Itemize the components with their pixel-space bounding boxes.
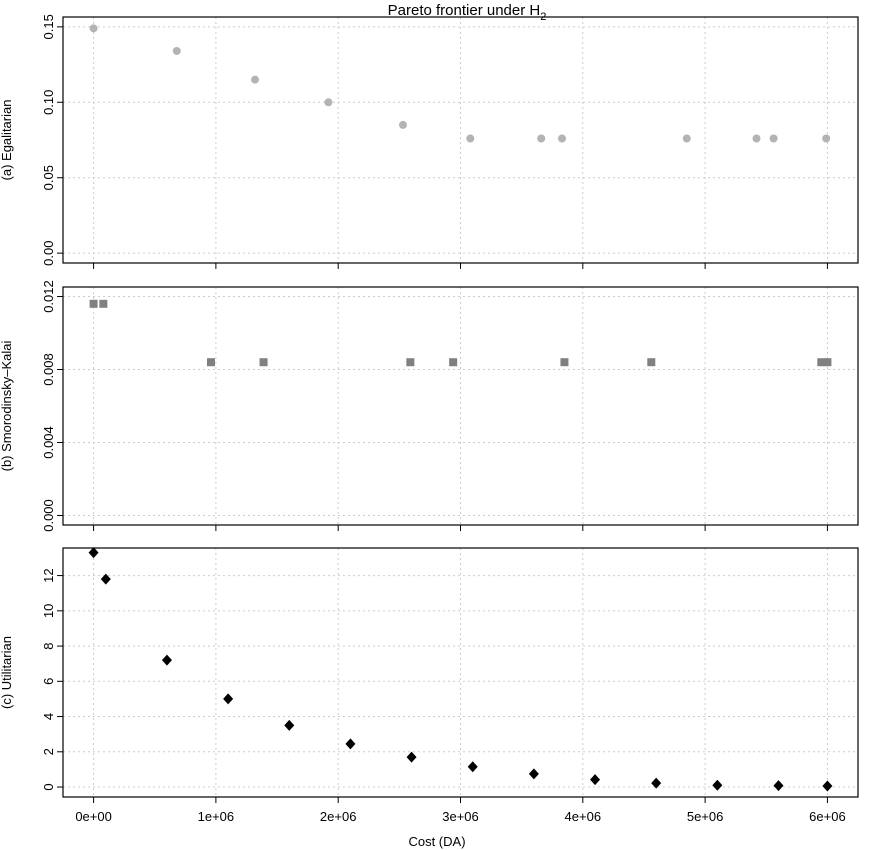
y-tick-label: 0 <box>41 783 56 790</box>
data-point <box>100 573 111 585</box>
data-point <box>259 358 268 367</box>
data-point <box>817 358 826 367</box>
y-tick-label: 0.004 <box>41 426 56 459</box>
data-point <box>324 98 333 107</box>
data-point <box>449 358 458 367</box>
panel-utilitarian: 0 2 4 6 8 10 12 (c) Utilitarian 0e+00 1e+06 2e+06 3… <box>0 547 859 824</box>
data-point <box>406 751 417 763</box>
data-point <box>206 358 215 367</box>
data-point <box>823 358 832 367</box>
data-point <box>251 75 260 84</box>
y-tick-label: 8 <box>41 642 56 649</box>
y-tick-label: 6 <box>41 678 56 685</box>
y-tick-label: 0.05 <box>41 165 56 190</box>
y-axis-label: (b) Smorodinsky–Kalai <box>0 341 14 472</box>
data-point <box>647 358 656 367</box>
data-point <box>466 134 475 143</box>
data-point <box>172 46 181 55</box>
x-tick-label: 4e+06 <box>565 809 602 824</box>
data-point <box>528 768 539 780</box>
x-tick-label: 5e+06 <box>687 809 724 824</box>
data-point <box>590 774 601 786</box>
data-point <box>537 134 546 143</box>
data-point <box>822 780 833 792</box>
data-point <box>89 24 98 33</box>
panel-smorodinsky: 0.000 0.004 0.008 0.012 (b) Smorodinsky–Kala… <box>0 280 859 532</box>
data-point <box>560 358 569 367</box>
data-point <box>822 134 831 143</box>
y-tick-label: 2 <box>41 748 56 755</box>
x-tick-label: 6e+06 <box>809 809 846 824</box>
data-point <box>467 761 478 773</box>
data-point <box>223 693 234 705</box>
data-point <box>99 299 108 308</box>
y-tick-label: 0.10 <box>41 90 56 115</box>
data-point <box>161 654 172 666</box>
x-tick-label: 1e+06 <box>198 809 235 824</box>
panel-egalitarian: 0.00 0.05 0.10 0.15 (a) Egalitarian <box>0 14 859 269</box>
data-point <box>406 358 415 367</box>
y-axis-label: (c) Utilitarian <box>0 636 14 709</box>
data-point <box>769 134 778 143</box>
y-tick-label: 0.00 <box>41 241 56 266</box>
y-tick-label: 0.008 <box>41 353 56 386</box>
y-tick-label: 0.000 <box>41 499 56 532</box>
x-axis-label: Cost (DA) <box>408 834 465 849</box>
data-point <box>89 299 98 308</box>
data-point <box>284 719 295 731</box>
y-tick-label: 4 <box>41 713 56 720</box>
data-point <box>682 134 691 143</box>
data-point <box>88 547 99 559</box>
data-point <box>345 738 356 750</box>
data-point <box>712 779 723 791</box>
data-point <box>773 780 784 792</box>
data-point <box>651 777 662 789</box>
x-tick-label: 0e+00 <box>75 809 112 824</box>
data-point <box>399 120 408 129</box>
y-tick-label: 0.15 <box>41 14 56 39</box>
chart-panels: 0.000.050.100.15(a) Egalitarian0.0000.00… <box>0 14 859 824</box>
x-tick-label: 2e+06 <box>320 809 357 824</box>
data-point <box>558 134 567 143</box>
y-tick-label: 12 <box>41 568 56 582</box>
chart-title: Pareto frontier under H2 <box>388 2 547 23</box>
x-tick-label: 3e+06 <box>442 809 479 824</box>
y-axis-label: (a) Egalitarian <box>0 100 14 181</box>
y-tick-label: 0.012 <box>41 280 56 313</box>
data-point <box>752 134 761 143</box>
y-tick-label: 10 <box>41 604 56 618</box>
